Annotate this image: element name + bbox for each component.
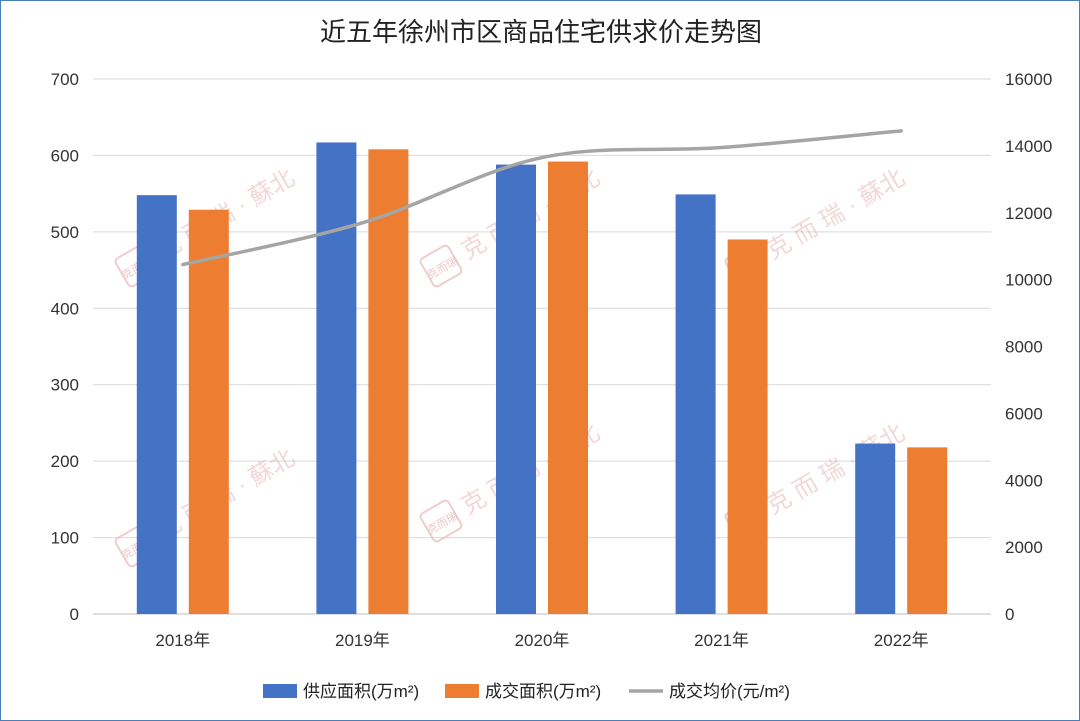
y-left-tick-label: 700	[51, 70, 79, 89]
y-right-tick-label: 6000	[1005, 404, 1043, 423]
legend-label: 成交面积(万m²)	[485, 682, 601, 701]
y-left-tick-label: 200	[51, 452, 79, 471]
bar-supply	[316, 142, 357, 614]
bars	[136, 142, 948, 615]
axes: 0 100 200 300 400 500 600 700 0 2000 4000 6000 8000 1…	[51, 70, 1053, 650]
legend-label: 成交均价(元/m²)	[669, 682, 790, 701]
bar-transaction	[727, 239, 768, 614]
y-right-tick-label: 4000	[1005, 471, 1043, 490]
watermark-text: 克 而 瑞 · 蘇北	[762, 164, 909, 265]
y-right-tick-label: 16000	[1005, 70, 1052, 89]
y-right-tick-label: 12000	[1005, 204, 1052, 223]
x-tick-label: 2019年	[335, 631, 390, 650]
y-left-tick-label: 500	[51, 223, 79, 242]
x-tick-label: 2018年	[155, 631, 210, 650]
y-left-tick-label: 100	[51, 529, 79, 548]
chart-title: 近五年徐州市区商品住宅供求价走势图	[320, 17, 762, 47]
watermark-seal	[419, 499, 463, 543]
bar-supply	[855, 443, 896, 614]
y-right-tick-label: 10000	[1005, 271, 1052, 290]
gridlines	[93, 78, 991, 615]
x-tick-label: 2020年	[515, 631, 570, 650]
y-right-tick-label: 14000	[1005, 137, 1052, 156]
legend-label: 供应面积(万m²)	[303, 682, 419, 701]
legend-swatch	[445, 684, 479, 698]
bar-transaction	[188, 209, 229, 614]
y-right-tick-label: 2000	[1005, 538, 1043, 557]
y-left-tick-label: 400	[51, 299, 79, 318]
bar-transaction	[548, 161, 588, 615]
y-left-tick-label: 300	[51, 376, 79, 395]
y-right-tick-label: 0	[1005, 605, 1014, 624]
price-line	[181, 129, 903, 267]
y-left-tick-label: 0	[70, 605, 79, 624]
bar-transaction	[907, 447, 948, 614]
bar-supply	[496, 164, 536, 614]
legend: 供应面积(万m²) 成交面积(万m²) 成交均价(元/m²)	[263, 682, 790, 701]
y-left-tick-label: 600	[51, 146, 79, 165]
legend-swatch	[263, 684, 297, 698]
x-tick-label: 2022年	[874, 631, 929, 650]
x-tick-label: 2021年	[694, 631, 749, 650]
bar-supply	[136, 195, 177, 614]
y-right-tick-label: 8000	[1005, 338, 1043, 357]
bar-transaction	[368, 149, 409, 615]
watermark-seal	[419, 244, 463, 288]
bar-supply	[675, 194, 716, 614]
